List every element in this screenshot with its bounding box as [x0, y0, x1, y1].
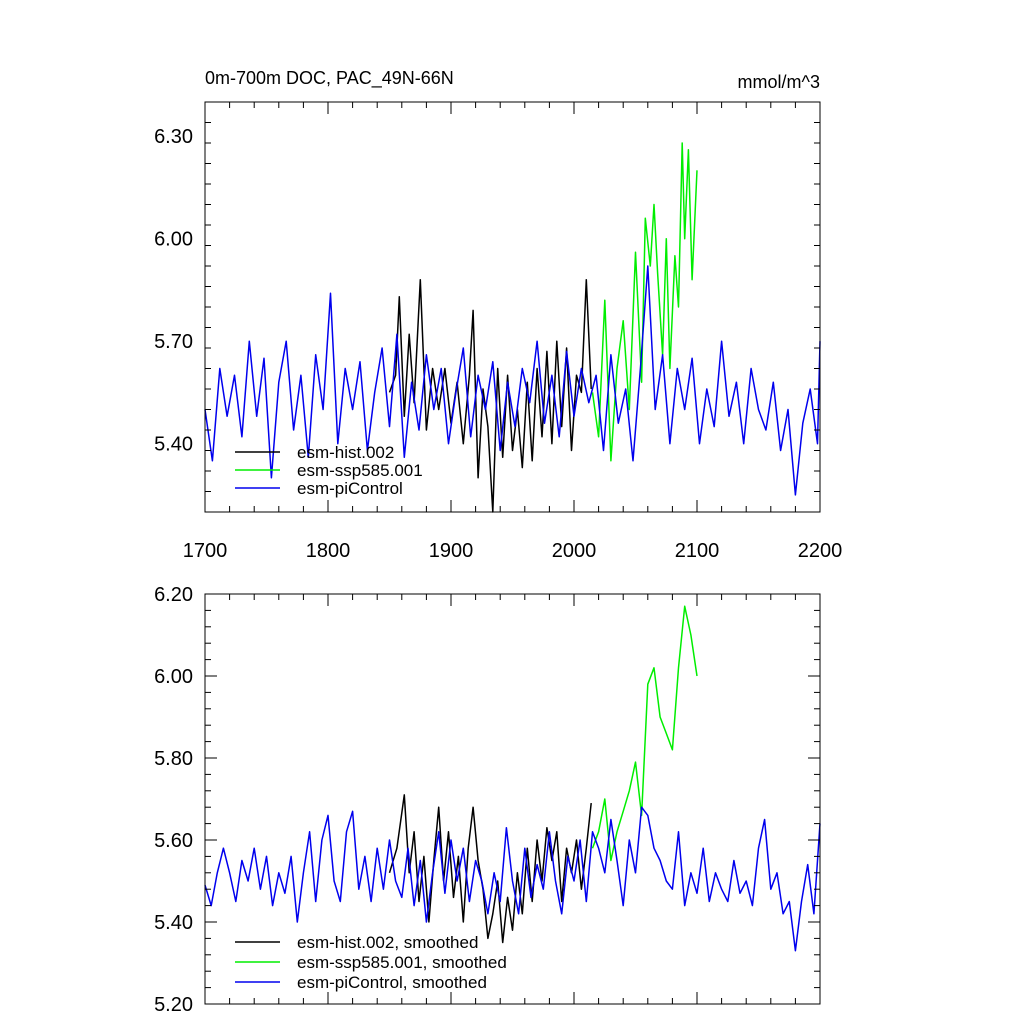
bottom-plot-frame	[204, 593, 821, 1005]
y-tick-label: 5.40	[154, 912, 193, 934]
top-series-group	[204, 142, 821, 513]
y-tick-label: 6.00	[154, 666, 193, 688]
legend-label: esm-hist.002	[297, 443, 394, 462]
legend-label: esm-piControl	[297, 479, 403, 498]
x-tick-label: 1900	[429, 540, 474, 562]
y-tick-label: 6.20	[154, 584, 193, 606]
series-line-3	[204, 265, 821, 496]
x-tick-label: 1800	[306, 540, 351, 562]
series-line-1	[388, 794, 592, 944]
x-tick-label: 2100	[675, 540, 720, 562]
units-label: mmol/m^3	[738, 72, 820, 92]
y-tick-label: 6.30	[154, 126, 193, 148]
y-tick-label: 5.80	[154, 748, 193, 770]
y-tick-label: 5.70	[154, 331, 193, 353]
bottom-axis-ticks: 5.20 5.40 5.60 5.80 6.00 6.20	[154, 584, 821, 1016]
series-line-2	[591, 605, 698, 862]
series-line-3	[204, 806, 821, 952]
bottom-series-group	[204, 605, 821, 952]
y-tick-label: 5.60	[154, 830, 193, 852]
legend-label: esm-ssp585.001	[297, 461, 423, 480]
x-tick-label: 1700	[183, 540, 228, 562]
chart-title: 0m-700m DOC, PAC_49N-66N	[205, 68, 454, 89]
y-tick-label: 5.20	[154, 994, 193, 1016]
y-tick-label: 5.40	[154, 434, 193, 456]
x-tick-label: 2200	[798, 540, 843, 562]
x-tick-label: 2000	[552, 540, 597, 562]
y-tick-label: 6.00	[154, 229, 193, 251]
legend-label: esm-hist.002, smoothed	[297, 933, 478, 952]
legend-label: esm-ssp585.001, smoothed	[297, 953, 507, 972]
legend-label: esm-piControl, smoothed	[297, 973, 487, 992]
bottom-panel: 5.20 5.40 5.60 5.80 6.00 6.20 esm-hist.002, s…	[154, 584, 821, 1016]
top-axis-ticks: 5.40 5.70 6.00 6.30 1700 1800 1900 2000 2100 2200	[154, 101, 843, 562]
series-line-1	[388, 278, 592, 513]
top-panel: 0m-700m DOC, PAC_49N-66N mmol/m^3 5.405.…	[154, 68, 842, 562]
